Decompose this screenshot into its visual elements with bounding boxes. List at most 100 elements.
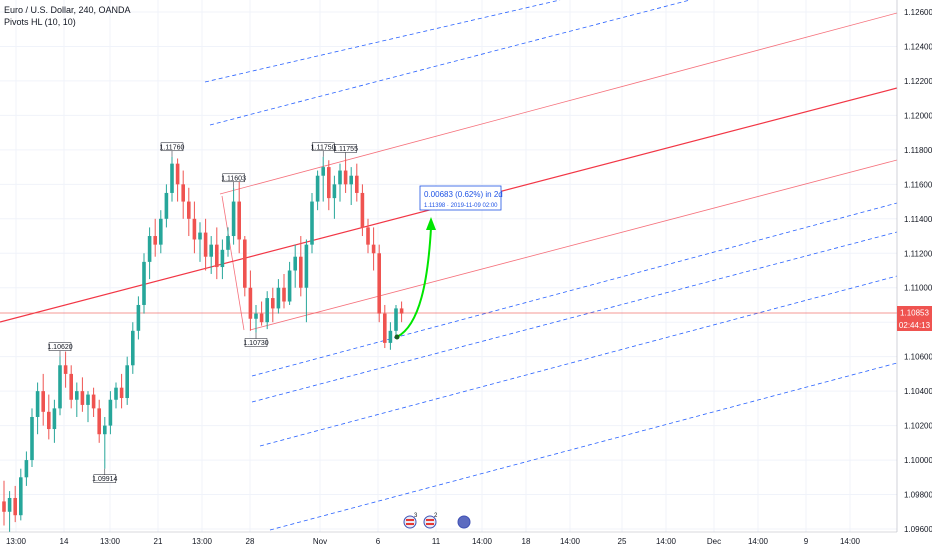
candle-body bbox=[388, 330, 393, 343]
candle-body bbox=[170, 163, 174, 193]
x-tick-label: 28 bbox=[246, 537, 255, 546]
candle-body bbox=[304, 244, 309, 288]
countdown-value: 02:44:13 bbox=[899, 321, 931, 330]
indicator-label[interactable]: Pivots HL (10, 10) bbox=[4, 17, 76, 27]
y-tick-label: 1.10000 bbox=[904, 456, 932, 465]
x-tick-label: 6 bbox=[376, 537, 381, 546]
candle bbox=[187, 187, 191, 237]
event-count: 2 bbox=[434, 513, 438, 519]
channel-blue-1[interactable] bbox=[204, 0, 561, 83]
candle bbox=[164, 184, 169, 228]
candle bbox=[41, 373, 45, 426]
candle bbox=[377, 244, 381, 323]
event-count: 3 bbox=[414, 513, 418, 519]
pivot-high-label: 1.10620 bbox=[47, 342, 73, 357]
projection-arrow[interactable] bbox=[396, 227, 432, 338]
candle-body bbox=[399, 308, 404, 314]
candle-body bbox=[394, 308, 398, 331]
candle-body bbox=[103, 425, 107, 435]
pivot-value: 1.11603 bbox=[221, 175, 246, 182]
channel-blue-2[interactable] bbox=[209, 0, 691, 126]
candle-body bbox=[338, 170, 342, 185]
channel-red-upper[interactable] bbox=[219, 12, 898, 195]
pivot-low-label: 1.10730 bbox=[243, 332, 269, 347]
candle-body bbox=[259, 313, 264, 323]
candle-body bbox=[287, 270, 292, 302]
candle-body bbox=[75, 391, 79, 400]
y-tick-label: 1.12000 bbox=[904, 111, 932, 120]
time-axis[interactable] bbox=[0, 532, 897, 550]
x-tick-label: 14:00 bbox=[748, 537, 769, 546]
countdown-tag: 02:44:13 bbox=[897, 319, 932, 331]
candle bbox=[366, 218, 370, 254]
candle bbox=[131, 322, 135, 374]
candle-body bbox=[30, 416, 34, 461]
y-tick-label: 1.11000 bbox=[904, 284, 932, 293]
channel-blue-5[interactable] bbox=[259, 275, 898, 447]
candle-body bbox=[114, 387, 118, 400]
x-tick-label: 14:00 bbox=[560, 537, 581, 546]
candle bbox=[142, 253, 146, 314]
candle bbox=[276, 279, 281, 314]
measurement-label[interactable]: 0.00683 (0.62%) in 2d 1.11398 · 2019-11-… bbox=[419, 185, 503, 211]
candle bbox=[388, 322, 393, 350]
candle-body bbox=[226, 236, 230, 250]
x-tick-label: 13:00 bbox=[100, 537, 121, 546]
candle bbox=[282, 273, 286, 309]
candle-body bbox=[343, 170, 348, 185]
candle bbox=[86, 391, 90, 423]
candle-body bbox=[91, 394, 96, 409]
economic-event-icon[interactable]: 3 bbox=[403, 513, 418, 529]
candle-body bbox=[97, 408, 101, 435]
pivot-value: 1.11755 bbox=[333, 146, 358, 153]
symbol-title[interactable]: Euro / U.S. Dollar, 240, OANDA bbox=[4, 5, 131, 15]
candle-body bbox=[360, 192, 365, 228]
candle bbox=[304, 239, 309, 323]
candle-body bbox=[220, 249, 225, 268]
candle-body bbox=[231, 201, 236, 237]
candle bbox=[47, 394, 51, 440]
candle bbox=[30, 408, 34, 467]
x-tick-label: 14:00 bbox=[472, 537, 493, 546]
event-icon[interactable] bbox=[457, 515, 471, 529]
candle bbox=[293, 244, 297, 288]
y-tick-label: 1.09800 bbox=[904, 491, 932, 500]
pivot-high-label: 1.11603 bbox=[221, 173, 246, 188]
price-axis[interactable] bbox=[897, 0, 932, 550]
candle-body bbox=[299, 256, 303, 288]
candle bbox=[181, 170, 185, 219]
candle-body bbox=[366, 227, 370, 245]
candle bbox=[147, 227, 152, 280]
y-tick-label: 1.09600 bbox=[904, 525, 932, 534]
event-badge bbox=[457, 515, 471, 529]
candle bbox=[52, 399, 57, 443]
candle bbox=[332, 175, 337, 219]
economic-event-icon[interactable]: 2 bbox=[423, 513, 438, 529]
channel-red-lower[interactable] bbox=[249, 159, 898, 331]
candle bbox=[231, 187, 236, 245]
pivot-value: 1.10620 bbox=[47, 344, 72, 351]
projection-start-handle[interactable] bbox=[394, 334, 400, 340]
x-tick-label: 13:00 bbox=[6, 537, 27, 546]
channel-blue-3[interactable] bbox=[251, 202, 898, 377]
candle bbox=[259, 301, 264, 326]
pivot-high-label: 1.11760 bbox=[160, 142, 184, 157]
candle bbox=[103, 416, 107, 469]
channel-red-handle[interactable] bbox=[221, 195, 245, 331]
x-tick-label: 14 bbox=[60, 537, 69, 546]
channel-blue-6[interactable] bbox=[269, 362, 898, 531]
y-tick-label: 1.11400 bbox=[904, 215, 932, 224]
y-tick-label: 1.11800 bbox=[904, 146, 932, 155]
candle-body bbox=[175, 163, 180, 185]
candle bbox=[13, 485, 17, 523]
candle-body bbox=[332, 184, 337, 199]
candle bbox=[271, 287, 275, 323]
channel-blue-4[interactable] bbox=[251, 231, 898, 403]
y-tick-label: 1.10600 bbox=[904, 353, 932, 362]
candle bbox=[203, 218, 208, 271]
channel-lines bbox=[0, 0, 898, 531]
flag-stripe bbox=[426, 519, 434, 521]
candle-body bbox=[136, 304, 141, 331]
